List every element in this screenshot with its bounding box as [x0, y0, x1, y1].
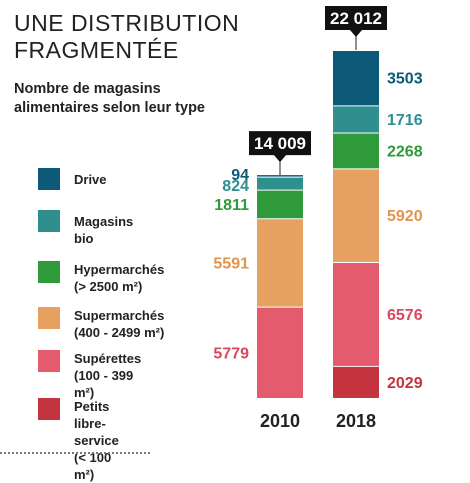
data-label: 1811 [214, 197, 249, 214]
legend-item: Magasins bio [38, 210, 133, 247]
bar-segment [257, 176, 303, 190]
data-label: 5920 [387, 208, 423, 225]
legend-item: Supérettes (100 - 399 m²) [38, 350, 141, 401]
bar-segment [333, 105, 379, 133]
legend-swatch [38, 210, 60, 232]
data-label: 2268 [387, 143, 423, 160]
legend-swatch [38, 307, 60, 329]
subtitle-line-1: Nombre de magasins [14, 81, 161, 97]
data-label: 824 [222, 178, 249, 195]
bar-segment [257, 189, 303, 219]
legend-item: Hypermarchés (> 2500 m²) [38, 261, 164, 295]
bar-segment [257, 306, 303, 398]
bar-segment [333, 50, 379, 106]
bar-segment [257, 175, 303, 177]
legend-label-line1: Supérettes [74, 351, 142, 366]
legend-item: Drive [38, 168, 107, 190]
subtitle-line-2: alimentaires selon leur type [14, 100, 205, 116]
bar-segment [333, 132, 379, 169]
legend-label-line1: Drive [74, 172, 107, 187]
data-label: 1716 [387, 112, 423, 129]
legend-label-line2: (> 2500 m²) [74, 279, 143, 294]
category-label: 2018 [336, 411, 376, 431]
legend-label-line1: Supermarchés [74, 308, 165, 323]
legend-label-line1: Magasins bio [74, 214, 134, 246]
bar-segment [333, 168, 379, 262]
data-label: 94 [231, 167, 249, 184]
legend-swatch [38, 398, 60, 420]
data-label: 3503 [387, 71, 423, 88]
legend-swatch [38, 261, 60, 283]
total-label: 22 012 [330, 9, 382, 28]
legend-label: Supermarchés (400 - 2499 m²) [74, 307, 164, 341]
total-callout [249, 131, 311, 163]
chart-subtitle: Nombre de magasins alimentaires selon le… [14, 80, 254, 118]
legend-item: Supermarchés (400 - 2499 m²) [38, 307, 164, 341]
bar-segment [333, 261, 379, 366]
category-label: 2010 [260, 411, 300, 431]
legend-label-line1: Petits libre-service [74, 399, 119, 448]
data-label: 5591 [213, 255, 249, 272]
title-line-2: FRAGMENTÉE [14, 37, 179, 63]
total-callout [325, 6, 387, 37]
legend-label: Supérettes (100 - 399 m²) [74, 350, 141, 401]
bar-segment [333, 365, 379, 398]
legend-label-line2: (100 - 399 m²) [74, 368, 134, 400]
chart-title: UNE DISTRIBUTION FRAGMENTÉE [14, 10, 239, 64]
dotted-divider [0, 452, 150, 454]
data-label: 2029 [387, 375, 423, 392]
legend-label: Hypermarchés (> 2500 m²) [74, 261, 164, 295]
legend-swatch [38, 350, 60, 372]
legend-label: Drive [74, 171, 107, 188]
legend-label-line2: (400 - 2499 m²) [74, 325, 165, 340]
total-label: 14 009 [254, 134, 306, 153]
legend-label: Magasins bio [74, 213, 133, 247]
data-label: 6576 [387, 307, 423, 324]
data-label: 5779 [213, 345, 249, 362]
legend-swatch [38, 168, 60, 190]
legend-label-line1: Hypermarchés [74, 262, 165, 277]
bar-segment [257, 218, 303, 307]
title-line-1: UNE DISTRIBUTION [14, 10, 240, 36]
